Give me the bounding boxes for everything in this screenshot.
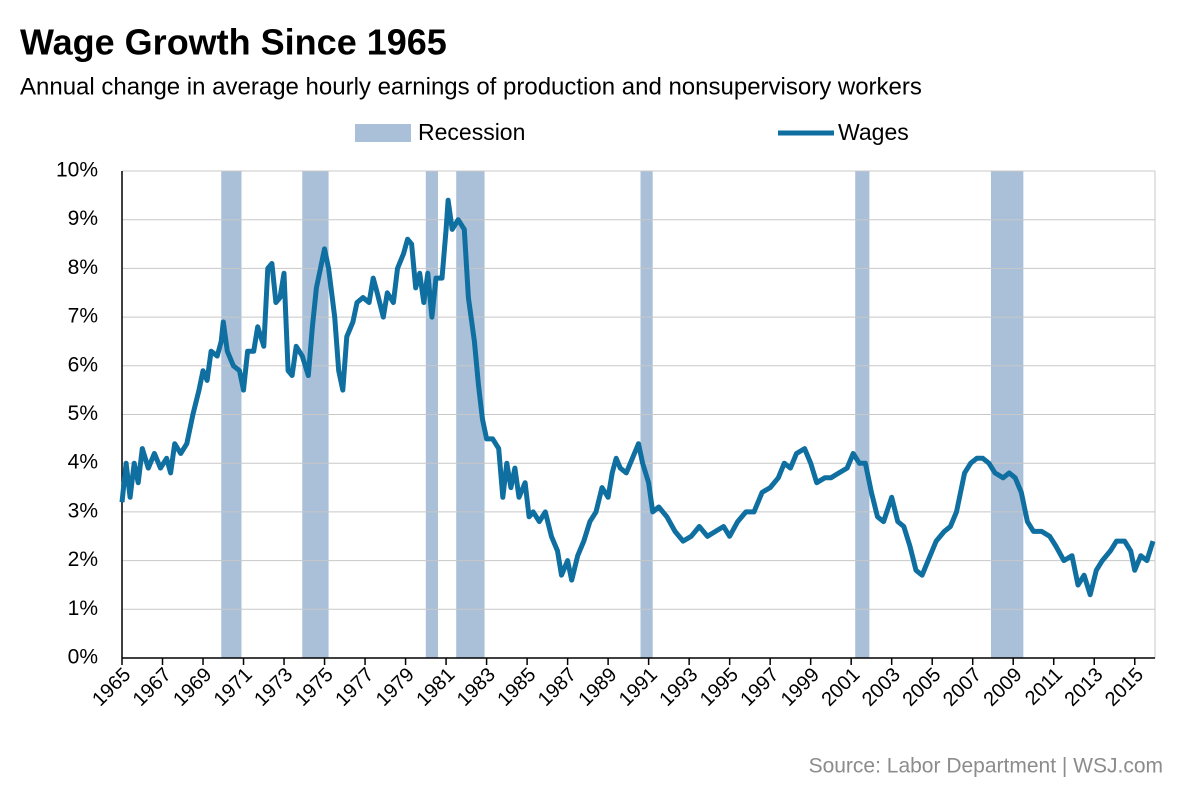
legend-swatch: [355, 124, 411, 142]
y-tick-label: 10%: [56, 159, 98, 182]
legend-label: Recession: [418, 119, 525, 145]
y-tick-label: 4%: [68, 451, 98, 474]
y-tick-label: 2%: [68, 548, 98, 571]
y-tick-label: 5%: [68, 402, 98, 425]
y-tick-label: 8%: [68, 256, 98, 279]
wage-line: [119, 197, 1156, 598]
y-tick-label: 0%: [68, 646, 98, 669]
chart-subtitle: Annual change in average hourly earnings…: [20, 73, 922, 100]
y-tick-label: 1%: [68, 597, 98, 620]
source: Source: Labor Department | WSJ.com: [809, 755, 1163, 778]
legend-label: Wages: [838, 119, 909, 145]
y-tick-label: 7%: [68, 305, 98, 328]
y-tick-label: 3%: [68, 499, 98, 522]
y-tick-label: 6%: [68, 353, 98, 376]
chart-title: Wage Growth Since 1965: [20, 22, 447, 63]
y-tick-label: 9%: [68, 207, 98, 230]
